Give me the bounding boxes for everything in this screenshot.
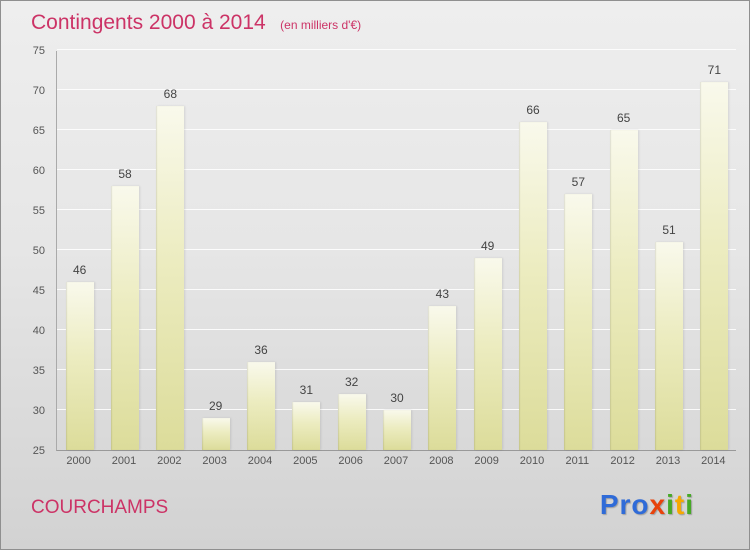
grid-line [57,129,736,130]
grid-line [57,409,736,410]
bar-value-label: 31 [299,383,313,397]
logo-letter: i [685,489,694,520]
logo-letter: x [649,489,667,520]
bar-2006 [337,394,366,450]
bar-2013 [655,242,683,450]
x-axis-tick-label: 2008 [429,455,454,467]
logo-letter: r [619,489,632,520]
y-axis-tick-label: 65 [32,125,45,137]
chart-title: Contingents 2000 à 2014 [31,11,266,34]
y-axis-tick-label: 35 [32,365,45,377]
grid-line [57,329,736,330]
bar-2005 [292,402,321,450]
y-axis-tick-label: 60 [32,165,45,177]
x-axis-tick-label: 2000 [66,455,91,467]
y-axis-tick-label: 70 [32,85,45,97]
bar-value-label: 51 [662,223,676,237]
bar-2000 [65,282,94,450]
bar-value-label: 49 [480,239,495,253]
grid-line [57,209,736,210]
x-axis-tick-label: 2013 [655,455,681,467]
bar-value-label: 29 [208,399,223,413]
plot-area: 46 58 68 29 36 31 32 30 43 49 66 57 65 51 71 [56,49,736,451]
bar-value-label: 66 [526,103,540,117]
x-axis-tick-label: 2004 [247,455,273,467]
x-axis: 2000 2001 2002 2003 2004 2005 2006 2007 2008 2009… [1,455,749,471]
grid-line [57,169,736,170]
location-name: COURCHAMPS [31,497,169,518]
x-axis-tick-label: 2009 [474,455,499,467]
bar-value-label: 65 [616,111,631,125]
y-axis-tick-label: 45 [32,285,45,297]
bar-value-label: 30 [390,391,404,405]
grid-line [57,249,736,250]
x-axis-tick-label: 2005 [293,455,318,467]
bar-2003 [201,418,230,450]
bar-2002 [156,106,185,450]
x-axis-tick-label: 2006 [338,455,363,467]
y-axis-tick-label: 40 [32,325,45,337]
bar-value-label: 46 [72,263,87,277]
bar-2008 [428,306,457,450]
x-axis-tick-label: 2001 [111,455,137,467]
grid-line [57,289,736,290]
bar-2012 [609,130,638,450]
bar-value-label: 43 [435,287,449,301]
bar-2001 [111,186,139,450]
chart-header: Contingents 2000 à 2014 (en milliers d'€… [31,11,361,35]
bar-value-label: 68 [163,87,177,101]
y-axis: 25 30 35 40 45 50 55 60 65 70 75 [1,1,49,549]
y-axis-tick-label: 75 [32,45,45,57]
grid-line [57,369,736,370]
chart-subtitle: (en milliers d'€) [280,18,362,32]
grid-line [57,89,736,90]
x-axis-tick-label: 2002 [157,455,182,467]
proxiti-logo: Proxiti [600,489,694,521]
logo-letter: i [666,489,675,520]
bar-value-label: 58 [118,167,132,181]
grid-line [57,49,736,50]
x-axis-tick-label: 2007 [383,455,409,467]
logo-letter: t [674,489,686,520]
y-axis-tick-label: 50 [32,245,45,257]
bar-2007 [383,410,411,450]
bar-2010 [519,122,547,450]
y-axis-tick-label: 30 [32,405,45,417]
x-axis-tick-label: 2014 [701,455,726,467]
bar-value-label: 36 [254,343,268,357]
y-axis-tick-label: 25 [32,445,45,457]
bar-value-label: 32 [344,375,359,389]
bar-2004 [247,362,275,450]
logo-letter: P [599,489,620,520]
bar-value-label: 71 [707,63,721,77]
bar-2014 [700,82,729,450]
x-axis-tick-label: 2010 [519,455,545,467]
logo-letter: o [631,489,650,520]
bar-value-label: 57 [571,175,585,189]
x-axis-tick-label: 2011 [565,455,590,467]
y-axis-tick-label: 55 [32,205,45,217]
bar-2009 [473,258,502,450]
x-axis-tick-label: 2012 [610,455,635,467]
x-axis-tick-label: 2003 [202,455,227,467]
bar-2011 [564,194,593,450]
